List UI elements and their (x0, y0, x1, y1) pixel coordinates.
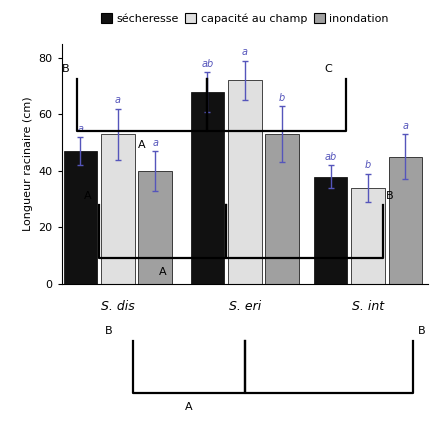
Text: S. eri: S. eri (228, 300, 261, 312)
Legend: sécheresse, capacité au champ, inondation: sécheresse, capacité au champ, inondatio… (96, 8, 393, 28)
Bar (138, 171, 172, 284)
Text: b: b (365, 160, 371, 170)
Bar (389, 157, 422, 284)
Text: S. dis: S. dis (101, 300, 135, 312)
Text: B: B (418, 326, 426, 336)
Text: A: A (84, 191, 92, 201)
Text: a: a (115, 95, 121, 105)
Text: A: A (159, 267, 166, 277)
Text: A: A (138, 140, 146, 150)
Text: b: b (279, 93, 285, 103)
Text: B: B (105, 326, 112, 336)
Bar (101, 134, 135, 284)
Text: A: A (185, 402, 193, 412)
Text: B: B (62, 64, 70, 74)
Text: ab: ab (325, 152, 337, 162)
Text: a: a (78, 124, 83, 134)
Text: S. int: S. int (352, 300, 384, 312)
Bar (191, 92, 224, 284)
Text: C: C (324, 64, 332, 74)
Text: a: a (242, 47, 248, 57)
Bar (228, 80, 262, 284)
Bar (314, 177, 348, 284)
Text: a: a (402, 121, 408, 131)
Text: B: B (386, 191, 393, 201)
Bar (351, 188, 385, 284)
Y-axis label: Longueur racinaire (cm): Longueur racinaire (cm) (23, 97, 33, 231)
Text: ab: ab (201, 59, 213, 69)
Bar (64, 151, 97, 284)
Bar (265, 134, 299, 284)
Text: a: a (152, 138, 158, 148)
